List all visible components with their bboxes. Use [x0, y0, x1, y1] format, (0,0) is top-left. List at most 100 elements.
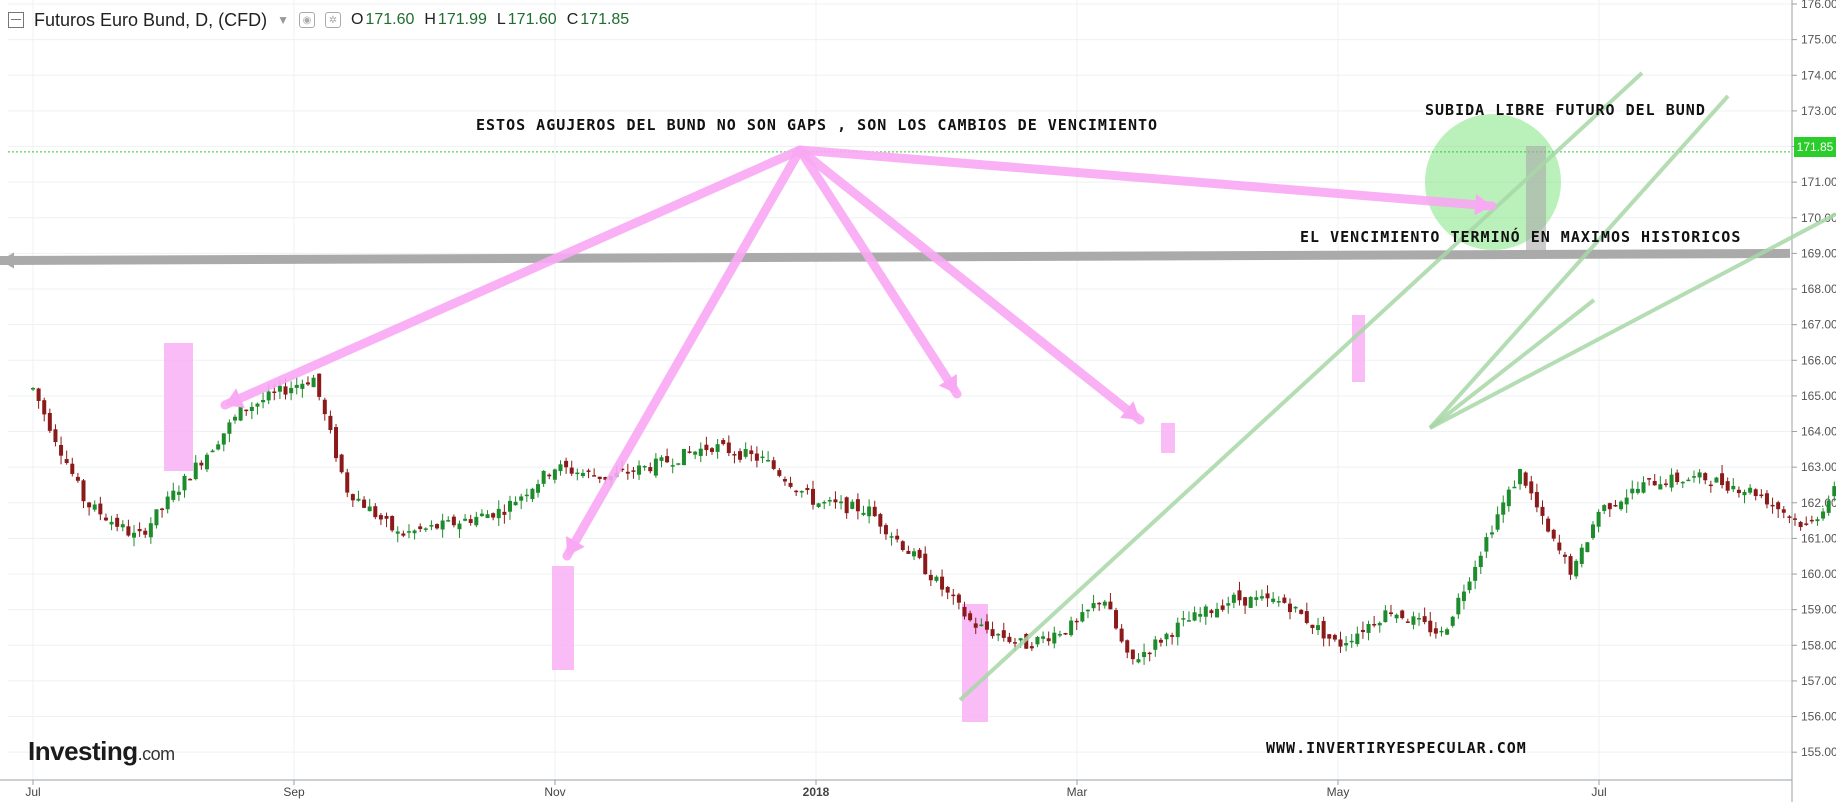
candle-body — [1102, 601, 1107, 606]
candle-body — [1602, 505, 1607, 511]
rise-annotation: SUBIDA LIBRE FUTURO DEL BUND — [1425, 101, 1706, 119]
candle-body — [255, 403, 260, 407]
collapse-icon[interactable] — [8, 12, 24, 28]
candle-body — [1821, 511, 1826, 519]
candle-body — [154, 509, 159, 526]
candle-body — [810, 488, 815, 505]
candle-body — [1041, 636, 1046, 639]
arrow-head — [938, 374, 957, 394]
candle-body — [1114, 610, 1119, 629]
candle-body — [1119, 628, 1124, 642]
candle-body — [1736, 489, 1741, 494]
candle-body — [1007, 636, 1012, 643]
candle-body — [872, 506, 877, 517]
candle-body — [1052, 632, 1057, 644]
candle-body — [1080, 612, 1085, 622]
candle-body — [586, 470, 591, 472]
candle-body — [418, 526, 423, 530]
y-tick-label: 157.00 — [1801, 674, 1836, 688]
candle-body — [1366, 623, 1371, 633]
candle-body — [547, 474, 552, 477]
candle-body — [81, 480, 86, 502]
candle-body — [334, 427, 339, 459]
candle-body — [1276, 601, 1281, 603]
candle-body — [665, 456, 670, 463]
candle-body — [1809, 519, 1814, 522]
ohlc-open: O 171.60 — [350, 11, 415, 28]
candle-body — [530, 488, 535, 500]
y-tick-label: 156.00 — [1801, 710, 1836, 724]
candle-body — [771, 460, 776, 469]
arrow-head-left — [0, 252, 14, 269]
candle-body — [788, 482, 793, 487]
y-tick-label: 161.00 — [1801, 531, 1836, 545]
candle-body — [367, 506, 372, 512]
candle-body — [1764, 493, 1769, 505]
candle-body — [339, 454, 344, 473]
chevron-down-icon[interactable]: ▼ — [277, 13, 289, 27]
candle-body — [451, 516, 456, 526]
candle-body — [188, 478, 193, 481]
candle-body — [625, 471, 630, 474]
candle-body — [839, 501, 844, 504]
expiry-annotation: EL VENCIMIENTO TERMINÓ EN MAXIMOS HISTOR… — [1300, 228, 1742, 246]
y-tick-label: 165.00 — [1801, 389, 1836, 403]
candle-body — [1489, 532, 1494, 535]
expiry-gap-rect — [962, 604, 988, 722]
candle-body — [210, 450, 215, 453]
y-tick-label: 163.00 — [1801, 460, 1836, 474]
candle-body — [715, 444, 720, 452]
candle-body — [917, 549, 922, 558]
candle-body — [165, 496, 170, 510]
candle-body — [704, 444, 709, 451]
candle-body — [1456, 597, 1461, 615]
candle-body — [199, 462, 204, 466]
investing-logo: Investing.com — [28, 736, 175, 766]
candle-body — [726, 442, 731, 454]
candle-body — [698, 448, 703, 456]
candle-body — [356, 498, 361, 501]
candle-body — [1793, 518, 1798, 520]
y-tick-label: 162.00 — [1801, 496, 1836, 510]
website-annotation: WWW.INVERTIRYESPECULAR.COM — [1266, 739, 1527, 757]
candle-body — [1400, 610, 1405, 619]
candle-body — [463, 518, 468, 521]
candle-body — [1237, 590, 1242, 601]
candle-body — [350, 494, 355, 501]
candle-body — [1158, 639, 1163, 643]
candle-body — [889, 536, 894, 538]
ohlc-close: C 171.85 — [566, 11, 630, 28]
candle-body — [507, 500, 512, 512]
candle-body — [1265, 593, 1270, 599]
x-tick-label: Mar — [1067, 785, 1088, 799]
candle-body — [1467, 581, 1472, 591]
expiry-gap-rect — [1161, 423, 1175, 453]
candle-body — [176, 491, 181, 495]
candle-body — [693, 451, 698, 455]
candle-body — [1590, 524, 1595, 538]
candle-body — [709, 448, 714, 452]
candle-body — [244, 409, 249, 412]
candle-body — [384, 515, 389, 519]
trend-line — [1428, 298, 1596, 430]
candle-body — [1478, 555, 1483, 568]
candle-body — [1630, 488, 1635, 494]
candle-body — [148, 523, 153, 538]
candle-body — [70, 463, 75, 474]
eye-icon[interactable]: ◉ — [298, 12, 315, 28]
candle-body — [1299, 609, 1304, 614]
candle-body — [934, 576, 939, 581]
settings-icon[interactable]: ✲ — [324, 12, 341, 28]
candle-body — [496, 508, 501, 519]
candle-body — [990, 629, 995, 637]
x-tick-label: Jul — [25, 785, 40, 799]
candle-body — [996, 633, 1001, 636]
candle-body — [1714, 477, 1719, 483]
candle-body — [1417, 618, 1422, 620]
candle-body — [799, 491, 804, 493]
candle-body — [1271, 598, 1276, 602]
candle-body — [984, 621, 989, 630]
y-tick-label: 155.00 — [1801, 745, 1836, 759]
candle-body — [1411, 616, 1416, 625]
